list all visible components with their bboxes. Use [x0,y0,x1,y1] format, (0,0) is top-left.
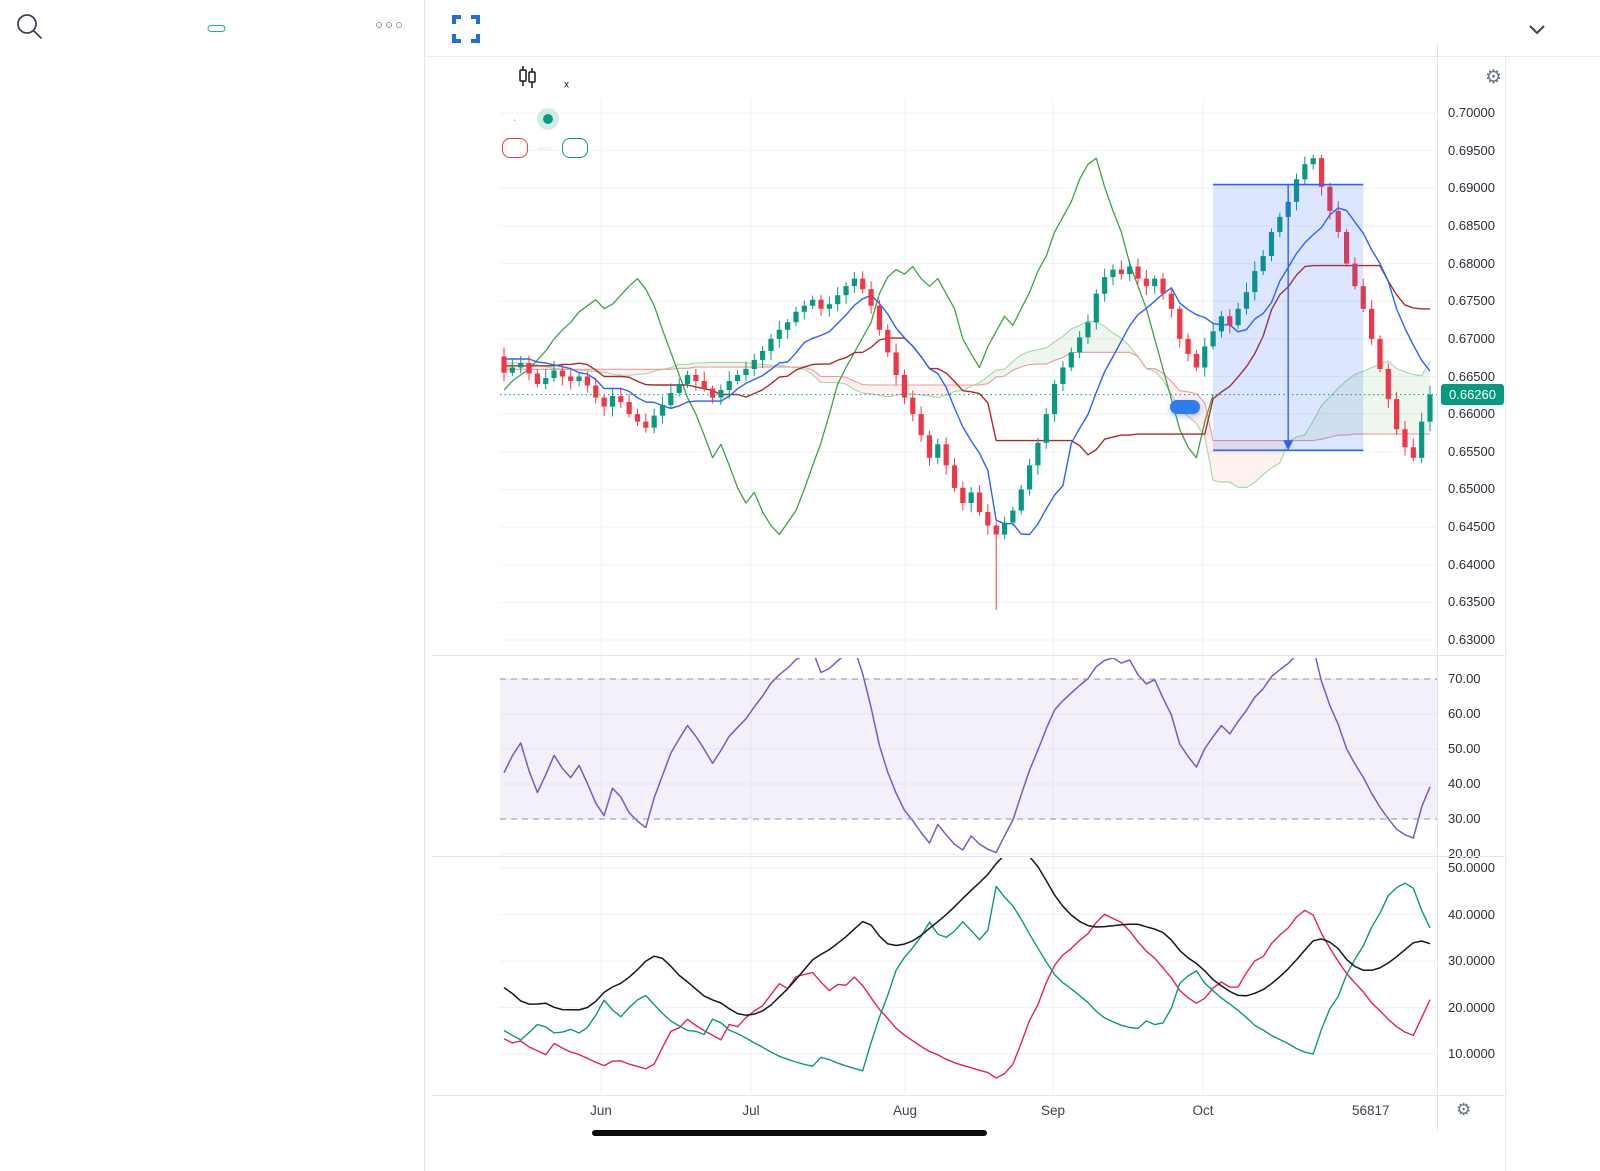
rsi-tick: 40.00 [1448,776,1481,791]
dmi-tick: 40.0000 [1448,906,1495,922]
price-tick: 0.65000 [1448,481,1495,497]
chart-settings-gear-icon[interactable]: ⚙ [1484,67,1502,88]
pane-divider[interactable] [432,655,1505,656]
price-tick: 0.66500 [1448,368,1495,384]
price-tick: 0.63500 [1448,594,1495,610]
buy-price-button[interactable] [562,138,588,158]
sell-price-button[interactable] [502,138,528,158]
live-badge [207,25,226,32]
watchlist-header [0,0,424,57]
chart-top-bar [426,0,1600,57]
price-tick: 0.63000 [1448,632,1495,647]
candlestick-style-icon[interactable] [516,65,538,94]
last-price-tag: 0.66260 [1441,383,1504,405]
rsi-tick: 50.00 [1448,741,1481,756]
price-tick: 0.67000 [1448,330,1495,346]
axis-settings-gear-icon[interactable]: ⚙ [1456,1100,1472,1119]
rsi-tick: 70.00 [1448,671,1481,686]
order-ticket [502,138,588,158]
spread-display [537,145,553,151]
time-tick: Oct [1192,1103,1214,1118]
indicators-button[interactable]: x [564,79,569,91]
pane-divider[interactable] [432,1095,1505,1096]
chart-toolbar: x [490,57,577,101]
market-status-dot[interactable] [537,108,559,130]
time-tick: Sep [1040,1103,1066,1118]
time-axis[interactable]: Jun Jul Aug Sep Oct 56817 [432,1095,1437,1131]
dmi-readout [505,871,511,887]
price-tick: 0.69500 [1448,142,1495,158]
brand-logo [199,17,226,40]
dmi-tick: 50.0000 [1448,860,1495,875]
rsi-tick: 60.00 [1448,706,1481,721]
bar-count-label: 56817 [1352,1103,1390,1118]
rsi-readout [505,660,520,676]
watchlist-panel [0,0,425,1171]
rsi-tick: 30.00 [1448,811,1481,826]
dmi-tick: 10.0000 [1448,1046,1495,1061]
time-tick: Jul [742,1103,760,1118]
more-menu-icon[interactable] [376,22,402,28]
chart-panel: x ⚙ · [426,0,1600,1171]
rsi-tick: 20.00 [1448,846,1481,861]
price-tick: 0.64000 [1448,556,1495,572]
chevron-down-icon[interactable] [1526,18,1548,45]
price-tick: 0.68500 [1448,217,1495,233]
watchlist-items [0,108,424,116]
price-tick: 0.65500 [1448,443,1495,459]
price-tick: 0.69000 [1448,180,1495,196]
pane-divider[interactable] [432,856,1505,857]
time-tick: Jun [590,1103,612,1118]
watchlist-tabs [0,57,424,105]
price-tick: 0.64500 [1448,519,1495,535]
price-tick: 0.66000 [1448,406,1495,422]
measure-tooltip [1170,400,1201,415]
price-tick: 0.67500 [1448,293,1495,309]
price-tick: 0.68000 [1448,255,1495,271]
dmi-tick: 20.0000 [1448,999,1495,1015]
ichimoku-readout [505,194,511,210]
right-nav-rail [1505,57,1600,1171]
price-tick: 0.70000 [1448,105,1495,120]
time-tick: Aug [892,1103,918,1118]
price-chart[interactable] [432,56,1505,1130]
search-icon[interactable] [14,11,44,46]
fullscreen-icon[interactable] [452,15,480,43]
symbol-readout: · [505,108,572,130]
price-axis[interactable]: 0.70000 0.69500 0.69000 0.68500 0.68000 0.675… [1437,44,1505,1130]
home-indicator-bar [592,1130,987,1136]
dmi-tick: 30.0000 [1448,953,1495,968]
